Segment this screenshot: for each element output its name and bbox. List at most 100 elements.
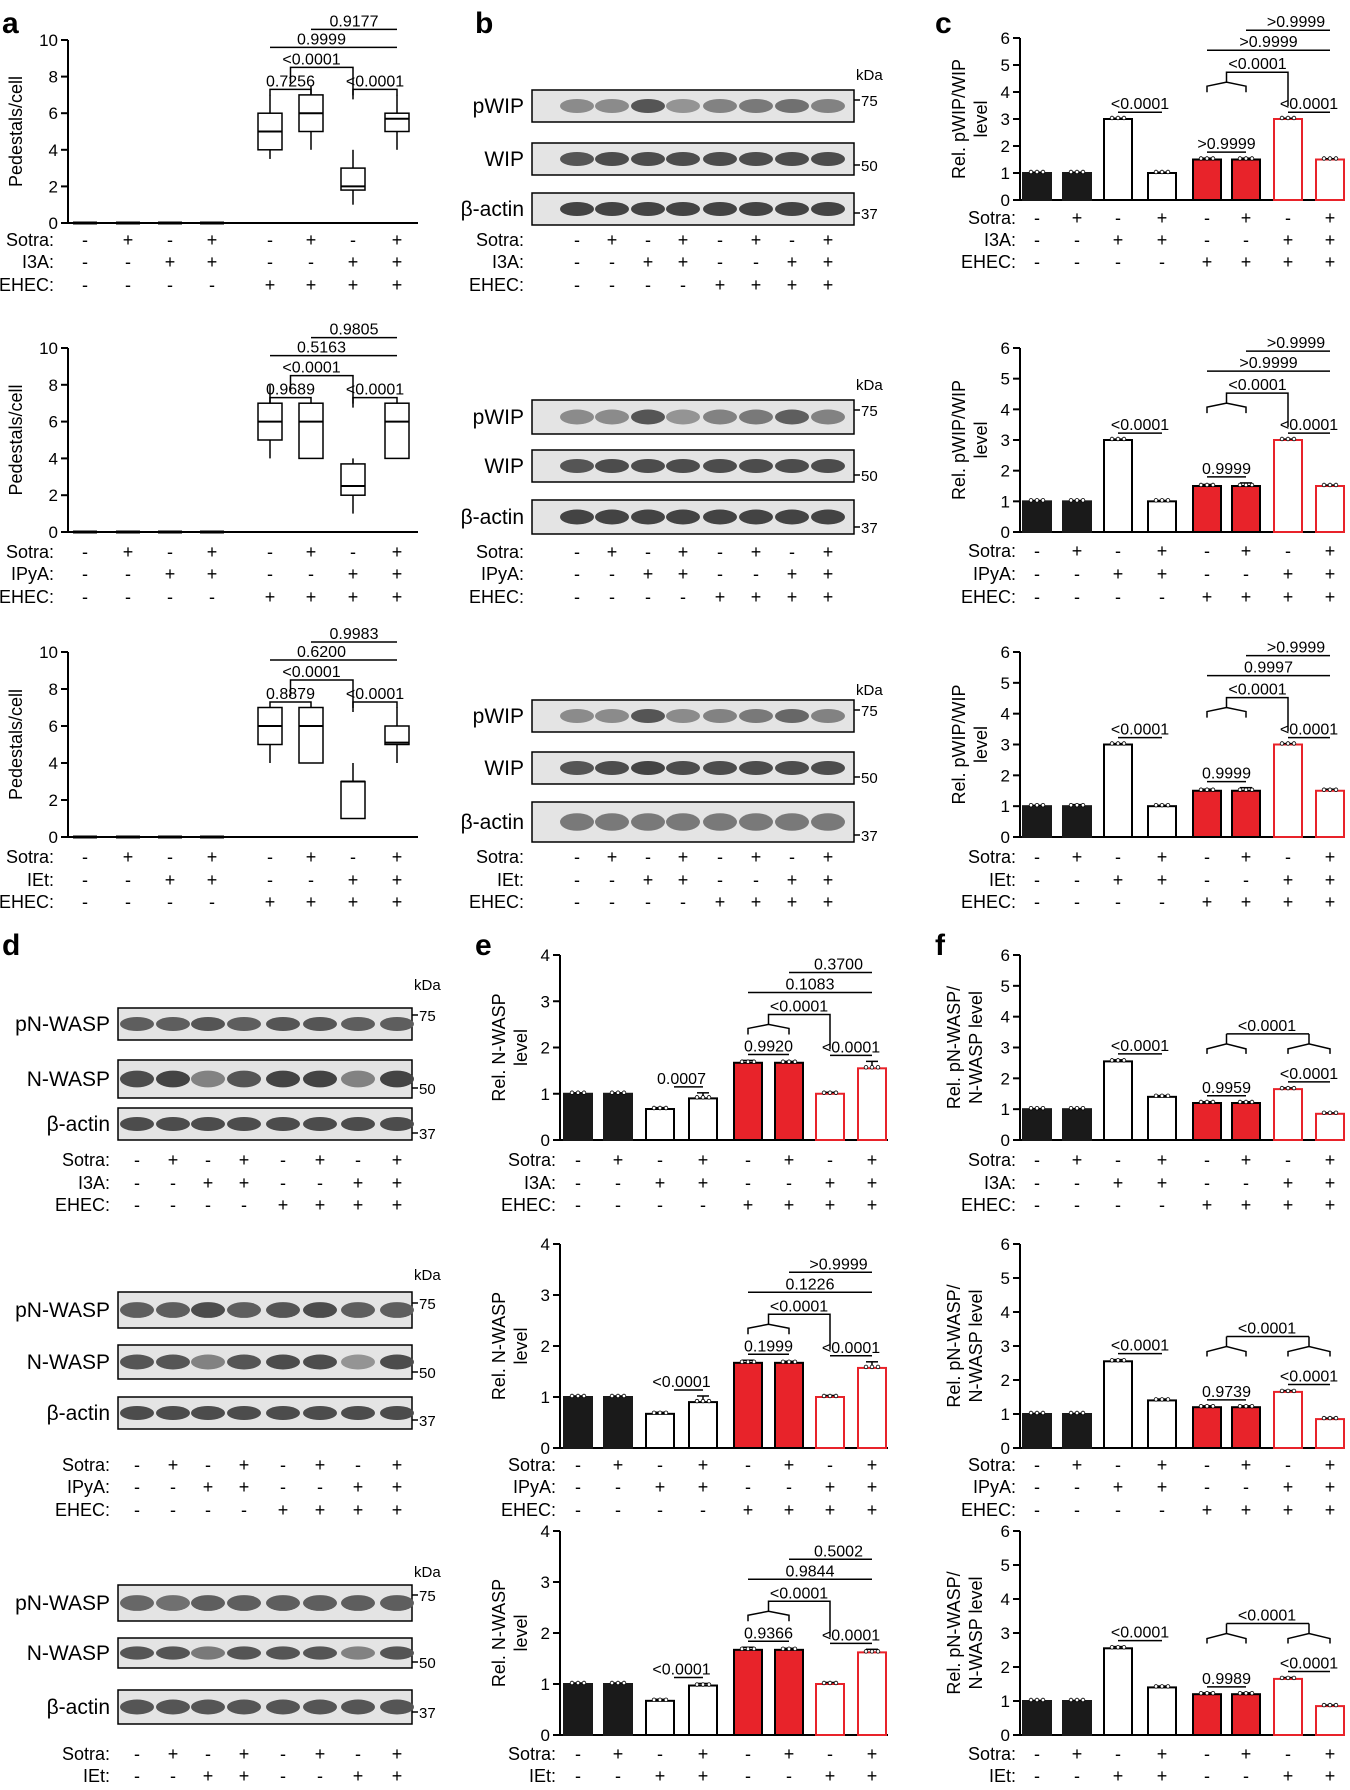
blot-band (303, 1405, 337, 1421)
data-point (1034, 1410, 1040, 1416)
condition-sign: - (1034, 252, 1040, 272)
condition-sign: - (1115, 1744, 1121, 1764)
data-point (739, 1359, 745, 1365)
stat-group: <0.0001 (282, 360, 340, 377)
data-point (1165, 498, 1171, 503)
blot-band (631, 201, 665, 217)
condition-sign: - (1034, 564, 1040, 584)
stat-single: <0.0001 (1111, 96, 1169, 113)
condition-sign: + (1325, 230, 1336, 250)
data-point (1068, 802, 1074, 808)
data-point (1121, 1358, 1127, 1363)
bar (1022, 805, 1052, 839)
condition-sign: - (1034, 1788, 1040, 1790)
condition-sign: + (1325, 870, 1336, 890)
bar (857, 1067, 887, 1141)
blot-band (380, 1354, 414, 1370)
blot-band (380, 1116, 414, 1132)
blot-band (666, 409, 700, 425)
data-point (1321, 1415, 1327, 1421)
condition-sign: + (678, 870, 689, 890)
condition-sign: - (205, 1500, 211, 1520)
condition-sign: + (1157, 564, 1168, 584)
stat-group: <0.0001 (1228, 56, 1286, 73)
condition-sign: - (827, 1150, 833, 1170)
data-point (1080, 498, 1086, 503)
condition-sign: + (784, 1500, 795, 1520)
kda-label: kDa (856, 377, 883, 394)
condition-sign: - (1074, 1477, 1080, 1497)
data-point (615, 1393, 621, 1399)
data-point (575, 1090, 581, 1095)
data-point (1279, 1388, 1285, 1394)
blot-band (341, 1595, 375, 1611)
condition-sign: - (167, 230, 173, 250)
data-point (694, 1682, 700, 1687)
stat-span1: >0.9999 (1239, 34, 1297, 51)
box (340, 463, 366, 496)
data-point (1285, 115, 1291, 121)
data-point (1285, 436, 1291, 442)
mw-marker: 37 (861, 828, 878, 845)
box (298, 706, 324, 764)
condition-sign: + (392, 1788, 403, 1790)
data-point (833, 1090, 839, 1095)
condition-sign: + (1325, 587, 1336, 607)
row-label-sotra: Sotra: (968, 1150, 1016, 1170)
condition-sign: + (1202, 1788, 1213, 1790)
y-tick-label: 4 (49, 141, 58, 160)
condition-sign: + (315, 1150, 326, 1170)
blot-band (703, 201, 737, 217)
bar (1103, 118, 1133, 201)
blot-band (595, 509, 629, 525)
row-label-ipya: IPyA: (481, 564, 524, 584)
blot-strip: WIP 50 (484, 142, 878, 176)
blot-label: N-WASP (27, 1351, 110, 1374)
blot-band (775, 458, 809, 474)
bracket-group-left (1206, 1043, 1247, 1054)
row-label-i3a: I3A: (78, 1173, 110, 1193)
y-tick-label: 1 (541, 1085, 550, 1104)
condition-sign: + (207, 564, 218, 584)
y-tick-label: 2 (541, 1039, 550, 1058)
condition-sign: + (392, 892, 403, 912)
bar (1147, 805, 1177, 839)
data-point (1159, 1397, 1165, 1402)
y-tick-label: 6 (1001, 946, 1010, 965)
y-tick-label: 2 (49, 177, 58, 196)
condition-sign: + (1241, 1455, 1252, 1475)
condition-sign: - (267, 847, 273, 867)
bar (857, 1651, 887, 1737)
y-tick-label: 6 (49, 717, 58, 736)
bar (1315, 158, 1345, 201)
blot-band (191, 1070, 225, 1088)
condition-sign: + (165, 564, 176, 584)
bar (774, 1061, 804, 1141)
y-tick-label: 0 (49, 214, 58, 233)
condition-sign: - (1115, 208, 1121, 228)
data-point (745, 1359, 751, 1365)
stat-group: <0.0001 (1228, 682, 1286, 699)
condition-sign: + (715, 587, 726, 607)
condition-sign: + (678, 542, 689, 562)
bar (1273, 439, 1303, 533)
data-point (609, 1393, 615, 1399)
condition-sign: + (867, 1477, 878, 1497)
condition-sign: + (613, 1744, 624, 1764)
condition-sign: + (1283, 1500, 1294, 1520)
blot-band (739, 458, 773, 474)
row-label-ehec: EHEC: (469, 587, 524, 607)
condition-sign: - (1074, 892, 1080, 912)
condition-sign: - (657, 1788, 663, 1790)
data-point (1159, 169, 1165, 175)
y-axis-label-line1: Rel. N-WASP (489, 1292, 509, 1400)
data-point (751, 1646, 757, 1652)
condition-sign: - (317, 1477, 323, 1497)
row-label-sotra: Sotra: (968, 1455, 1016, 1475)
y-tick-label: 2 (541, 1337, 550, 1356)
condition-sign: - (789, 847, 795, 867)
condition-sign: - (1074, 230, 1080, 250)
condition-sign: - (645, 892, 651, 912)
blot-band (156, 1116, 190, 1132)
